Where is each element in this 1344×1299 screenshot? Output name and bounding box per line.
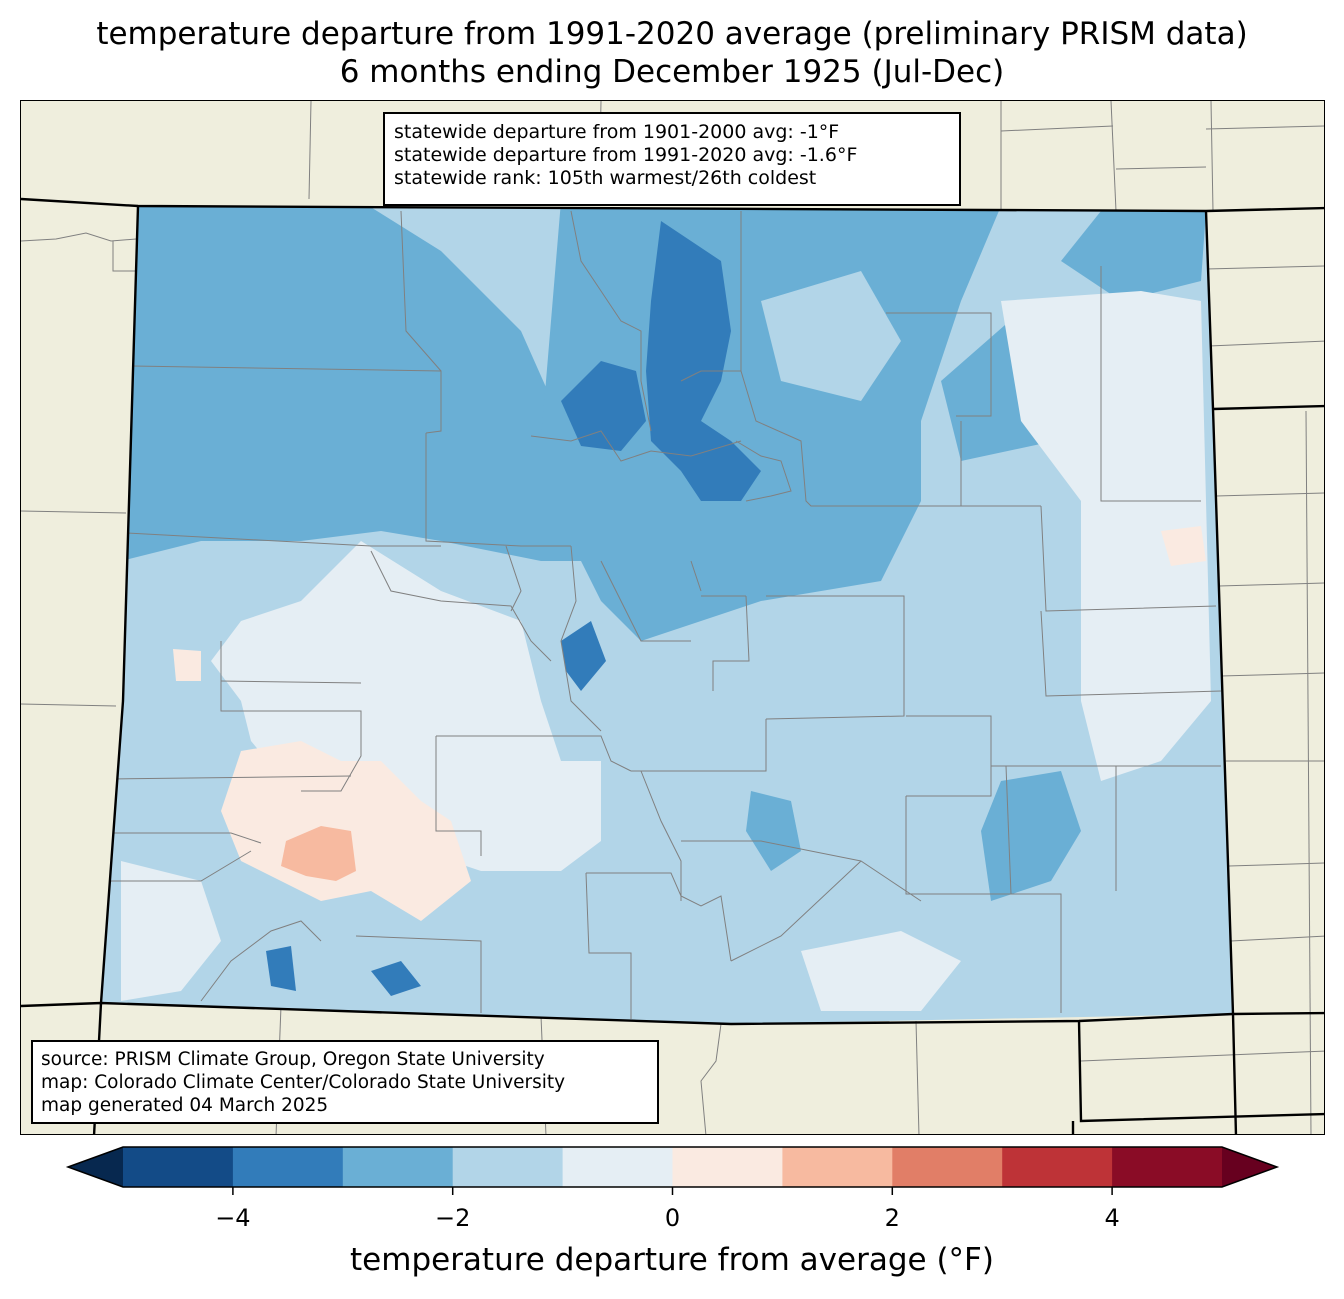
state-boundaries [21,197,1324,1134]
colorado-temperature-map [21,101,1324,1134]
colorbar-segment [1002,1147,1113,1187]
colorbar-segment [123,1147,234,1187]
colorbar-tick-label: 0 [664,1204,681,1232]
temperature-anomaly-field [101,206,1233,1024]
source-line: source: PRISM Climate Group, Oregon Stat… [41,1049,545,1070]
map-credit-line: map: Colorado Climate Center/Colorado St… [41,1072,566,1093]
map-title-line2: 6 months ending December 1925 (Jul-Dec) [339,54,1005,90]
colorbar-tick-label: 4 [1104,1204,1120,1232]
colorado-east-border [1204,210,1238,1134]
colorbar-segment [672,1147,783,1187]
colorbar-segment [232,1147,344,1187]
colorado-north-border [21,197,1324,213]
colorbar-tick-label: −4 [215,1204,251,1232]
colorbar-tick-label: 2 [884,1204,900,1232]
colorbar-label: temperature departure from average (°F) [350,1242,994,1278]
stats-departure-1901-2000: statewide departure from 1901-2000 avg: … [394,121,840,143]
colorbar [65,1146,1280,1195]
map-title-line1: temperature departure from 1991-2020 ave… [96,16,1248,52]
source-credits-box: source: PRISM Climate Group, Oregon Stat… [31,1040,659,1124]
nebraska-kansas-border [1212,404,1324,411]
colorbar-over-triangle [1222,1147,1277,1187]
map-panel [20,100,1325,1135]
colorbar-segment [342,1147,454,1187]
stats-rank: statewide rank: 105th warmest/26th colde… [394,167,817,189]
colorbar-ticks [232,1187,1113,1195]
stats-departure-1991-2020: statewide departure from 1991-2020 avg: … [394,144,858,166]
colorado-south-border [21,1001,1324,1026]
oklahoma-texas-border [1077,1020,1324,1123]
colorbar-segment [892,1147,1003,1187]
statewide-stats-box: statewide departure from 1901-2000 avg: … [383,112,961,206]
colorbar-outline [65,1146,1280,1188]
colorbar-segment [782,1147,893,1187]
colorbar-segment [562,1147,673,1187]
colorbar-segments [123,1147,1223,1187]
generated-date-line: map generated 04 March 2025 [41,1095,329,1116]
colorbar-tick-label: −2 [434,1204,471,1232]
colorbar-segment [1112,1147,1223,1187]
colorbar-under-triangle [68,1147,123,1187]
colorbar-segment [452,1147,564,1187]
